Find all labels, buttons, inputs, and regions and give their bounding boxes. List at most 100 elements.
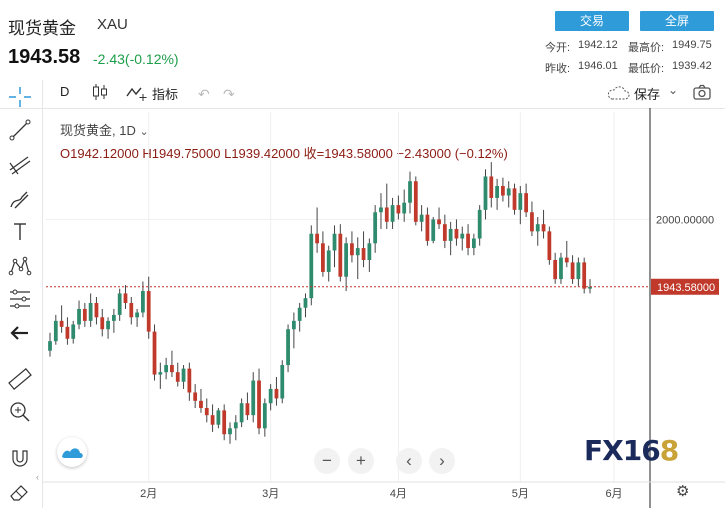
candle-body — [442, 224, 447, 241]
candle-body — [257, 380, 261, 429]
low-label: 最低价: — [628, 63, 665, 75]
candle — [245, 392, 250, 420]
candle-layer — [48, 162, 592, 444]
candle — [541, 209, 546, 239]
scroll-right-button[interactable]: › — [429, 448, 455, 474]
candle — [471, 233, 476, 256]
pattern-icon[interactable] — [6, 253, 34, 279]
candle-body — [199, 400, 203, 408]
candle-body — [71, 324, 76, 339]
parallel-channel-icon[interactable] — [6, 152, 34, 178]
candle — [222, 404, 227, 441]
candle — [100, 308, 105, 337]
open-value: 1942.12 — [578, 39, 618, 51]
measure-range-icon[interactable] — [6, 286, 34, 312]
candle-body — [48, 341, 52, 351]
candle — [344, 237, 349, 292]
eraser-icon[interactable] — [6, 478, 34, 504]
cloud-icon[interactable] — [606, 84, 630, 102]
x-tick-label: 6月 — [605, 488, 622, 500]
candle-body — [582, 262, 587, 289]
chevron-down-icon[interactable]: ⌄ — [668, 83, 679, 97]
zoom-in-button[interactable]: + — [348, 448, 374, 474]
magnet-icon[interactable] — [6, 445, 34, 471]
indicators-icon[interactable] — [126, 84, 148, 102]
instrument-title: 现货黄金 — [8, 19, 76, 38]
candle-body — [65, 326, 70, 339]
last-price: 1943.58 — [8, 46, 81, 68]
candle-body — [413, 181, 418, 222]
candle-body — [553, 260, 558, 280]
candle-body — [158, 372, 163, 375]
candle — [309, 225, 314, 306]
candle-body — [390, 205, 395, 222]
interval-selector[interactable]: D — [60, 84, 70, 99]
undo-icon[interactable]: ↶ — [198, 86, 210, 102]
indicators-button[interactable]: 指标 — [152, 87, 179, 102]
candle — [332, 225, 337, 268]
candle — [251, 372, 256, 423]
candle — [117, 288, 122, 321]
candle — [315, 207, 319, 253]
chevron-down-icon[interactable]: ⌄ — [139, 126, 149, 138]
candle — [547, 226, 552, 265]
candle — [210, 404, 215, 432]
candle-body — [106, 320, 110, 330]
trade-button[interactable]: 交易 — [555, 11, 629, 31]
drawing-toolbar — [0, 80, 43, 508]
candle-body — [53, 320, 58, 342]
candle-body — [193, 392, 198, 401]
candle — [396, 195, 401, 220]
x-tick-label: 2月 — [140, 488, 157, 500]
candle-body — [123, 293, 128, 303]
candle-body — [187, 368, 192, 393]
candle-body — [535, 224, 540, 232]
candle-body — [239, 403, 244, 423]
scroll-left-button[interactable]: ‹ — [396, 448, 422, 474]
candle — [164, 357, 169, 380]
candle-body — [100, 317, 105, 330]
candle — [326, 245, 331, 282]
candle — [175, 362, 180, 387]
candle-body — [425, 214, 430, 241]
legend-name-text: 现货黄金, 1D — [60, 123, 136, 138]
candle-body — [233, 422, 238, 429]
candle-body — [129, 302, 134, 318]
candle-body — [245, 403, 250, 416]
candle — [170, 350, 174, 377]
collapse-toolbar-icon[interactable]: ‹ — [36, 472, 39, 482]
save-button[interactable]: 保存 — [634, 87, 661, 102]
candle — [297, 302, 302, 332]
redo-icon[interactable]: ↷ — [223, 86, 235, 102]
candle — [146, 276, 151, 339]
candle-body — [408, 181, 412, 203]
candle-body — [448, 228, 453, 241]
tradingview-logo-icon[interactable] — [57, 437, 87, 467]
candle-body — [117, 293, 122, 315]
candle-body — [454, 228, 459, 239]
candle — [268, 384, 273, 411]
candles-icon[interactable] — [92, 83, 108, 101]
candle-body — [344, 243, 349, 277]
camera-icon[interactable] — [692, 82, 712, 102]
ruler-icon[interactable] — [6, 366, 34, 392]
candle-body — [431, 219, 436, 241]
zoom-in-icon[interactable] — [6, 399, 34, 425]
last-price-label: 1943.58000 — [657, 282, 715, 294]
candle-body — [466, 233, 470, 249]
settings-gear-icon[interactable]: ⚙ — [676, 483, 690, 500]
text-tool-icon[interactable] — [6, 219, 34, 245]
trend-line-icon[interactable] — [6, 117, 34, 143]
candle — [367, 238, 372, 272]
zoom-out-button[interactable]: − — [314, 448, 340, 474]
candle-body — [286, 329, 290, 366]
candle — [239, 398, 244, 428]
back-arrow-icon[interactable] — [6, 320, 34, 346]
candle-body — [146, 291, 151, 332]
brush-icon[interactable] — [6, 187, 34, 213]
fullscreen-button[interactable]: 全屏 — [640, 11, 714, 31]
crosshair-icon[interactable] — [6, 84, 34, 110]
candle-body — [94, 302, 99, 318]
candle — [524, 183, 529, 218]
